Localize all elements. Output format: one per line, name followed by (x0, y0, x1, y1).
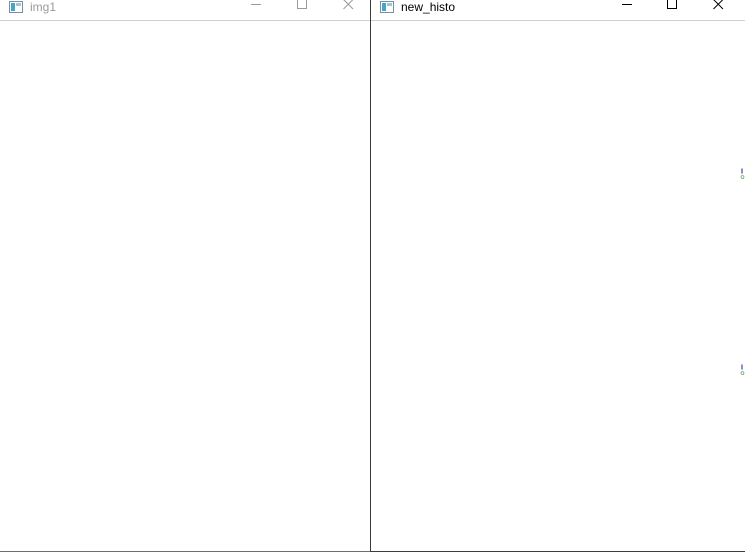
close-icon[interactable] (325, 0, 370, 15)
histogram-canvas (371, 20, 745, 551)
histogram-plot (371, 21, 745, 552)
title-bar[interactable]: new_histo (371, 0, 745, 20)
window-img1[interactable]: img1 (0, 0, 371, 552)
minimize-icon[interactable] (604, 0, 650, 15)
maximize-icon[interactable] (649, 0, 695, 15)
background-text-fragment (740, 168, 745, 179)
close-icon[interactable] (695, 0, 741, 15)
title-bar[interactable]: img1 (0, 0, 370, 20)
app-icon (9, 1, 23, 13)
window-title: img1 (30, 0, 57, 14)
app-icon (380, 1, 394, 13)
background-text-fragment (740, 364, 745, 375)
maximize-icon[interactable] (279, 0, 325, 15)
histogram-canvas (0, 20, 370, 551)
window-title: new_histo (401, 0, 456, 14)
minimize-icon[interactable] (233, 0, 279, 15)
histogram-plot (0, 21, 371, 552)
window-new-histo[interactable]: new_histo (370, 0, 745, 552)
